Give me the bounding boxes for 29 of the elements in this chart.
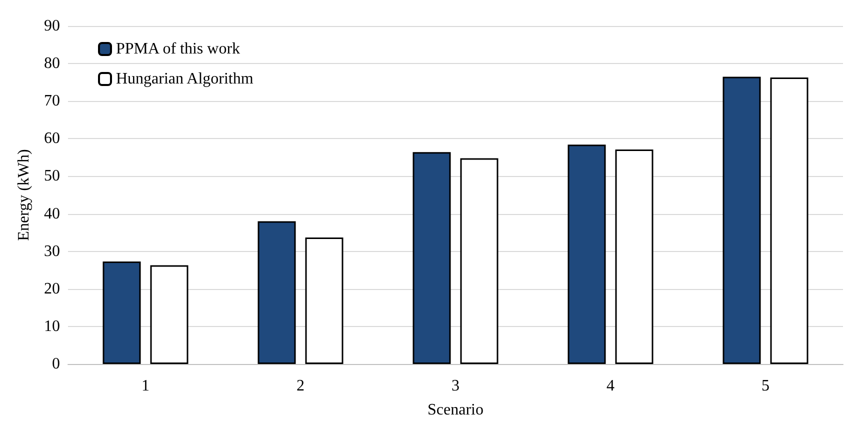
bar — [412, 152, 451, 364]
x-tick-label: 1 — [142, 378, 150, 394]
y-tick-label: 10 — [44, 318, 60, 335]
x-tick-label: 4 — [606, 378, 614, 394]
y-tick-label: 20 — [44, 280, 60, 298]
y-tick-label: 40 — [44, 205, 60, 222]
y-tick-label: 60 — [44, 130, 60, 148]
legend-label: Hungarian Algorithm — [116, 70, 254, 88]
y-tick-label: 80 — [44, 55, 60, 72]
bar — [615, 150, 654, 364]
bar — [460, 158, 498, 364]
bar — [150, 265, 188, 364]
bar — [770, 77, 808, 364]
y-tick-label: 90 — [44, 18, 60, 34]
y-tick-label: 50 — [44, 168, 60, 185]
bar — [102, 261, 141, 364]
y-tick-label: 0 — [52, 356, 60, 372]
bar — [258, 221, 296, 364]
y-axis-title: Energy (kWh) — [16, 149, 32, 241]
y-tick-label: 70 — [44, 92, 60, 110]
bar — [305, 237, 344, 364]
x-axis-title: Scenario — [428, 402, 484, 418]
bar — [568, 144, 606, 364]
bar — [722, 76, 761, 364]
x-tick-label: 3 — [452, 378, 460, 394]
y-tick-label: 30 — [44, 242, 60, 260]
x-tick-label: 5 — [762, 378, 770, 394]
legend-label: PPMA of this work — [116, 40, 240, 58]
x-tick-label: 2 — [296, 378, 304, 394]
